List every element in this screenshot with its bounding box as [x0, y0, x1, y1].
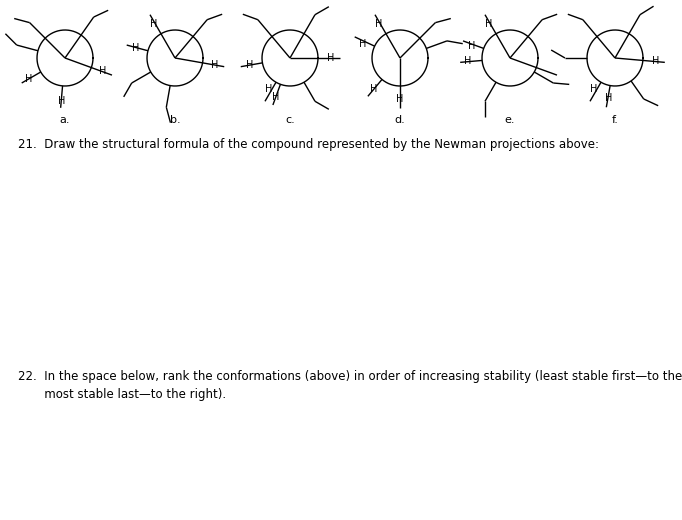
Text: H: H	[464, 56, 472, 67]
Text: b.: b.	[170, 115, 180, 125]
Text: f.: f.	[612, 115, 619, 125]
Text: H: H	[265, 84, 273, 94]
Text: H: H	[375, 19, 382, 29]
Text: a.: a.	[60, 115, 70, 125]
Text: H: H	[468, 41, 475, 51]
Text: most stable last—to the right).: most stable last—to the right).	[18, 388, 226, 401]
Text: H: H	[132, 43, 139, 53]
Text: H: H	[370, 84, 377, 94]
Text: H: H	[652, 56, 659, 67]
Text: H: H	[604, 94, 612, 103]
Text: d.: d.	[395, 115, 405, 125]
Text: H: H	[591, 84, 597, 94]
Text: c.: c.	[285, 115, 295, 125]
Text: H: H	[485, 19, 492, 29]
Text: H: H	[58, 96, 65, 106]
Text: H: H	[150, 19, 157, 29]
Text: 22.  In the space below, rank the conformations (above) in order of increasing s: 22. In the space below, rank the conform…	[18, 370, 682, 383]
Text: H: H	[99, 66, 106, 76]
Text: 21.  Draw the structural formula of the compound represented by the Newman proje: 21. Draw the structural formula of the c…	[18, 138, 599, 151]
Text: H: H	[211, 60, 218, 70]
Text: H: H	[396, 94, 404, 104]
Text: H: H	[327, 53, 335, 63]
Text: H: H	[246, 60, 253, 70]
Text: H: H	[25, 74, 33, 84]
Text: H: H	[272, 92, 280, 101]
Text: e.: e.	[505, 115, 515, 125]
Text: H: H	[359, 39, 366, 49]
